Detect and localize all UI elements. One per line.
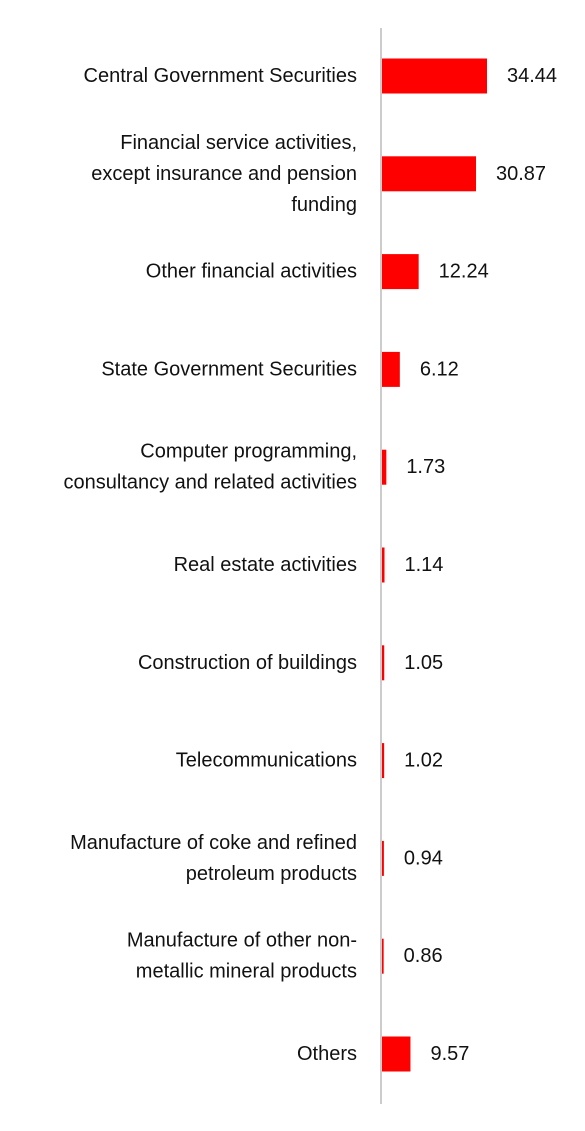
bar (381, 743, 385, 779)
category-label: Financial service activities, except insu… (91, 132, 357, 216)
category-label-line: Manufacture of coke and refined (70, 832, 357, 854)
category-label-line: Other financial activities (146, 261, 357, 283)
category-label-line: funding (291, 194, 357, 216)
bar (381, 58, 487, 94)
category-label-line: petroleum products (186, 863, 357, 885)
category-label: Real estate activities (174, 554, 357, 576)
category-label-line: Construction of buildings (138, 652, 357, 674)
category-label-line: Manufacture of other non- (127, 930, 357, 952)
data-label: 1.14 (405, 554, 444, 576)
category-label-line: State Government Securities (101, 358, 357, 380)
data-label: 0.86 (404, 945, 443, 967)
category-label-line: Central Government Securities (84, 65, 357, 87)
bar (381, 254, 419, 290)
category-labels: Central Government Securities Financial s… (64, 65, 358, 1065)
data-label: 6.12 (420, 358, 459, 380)
category-label-line: except insurance and pension (91, 163, 357, 185)
data-label: 34.44 (507, 65, 557, 87)
category-label: Manufacture of other non-metallic minera… (127, 930, 357, 983)
bar (381, 156, 477, 192)
data-label: 12.24 (439, 261, 489, 283)
bar (381, 547, 385, 583)
data-label: 1.05 (404, 652, 443, 674)
category-label-line: Financial service activities, (120, 132, 357, 154)
category-label-line: Others (297, 1043, 357, 1065)
category-label-line: Real estate activities (174, 554, 357, 576)
value-labels: 34.44 30.87 12.24 6.12 1.73 1.14 1.05 1.02 0.94 0… (404, 65, 557, 1065)
data-label: 30.87 (496, 163, 546, 185)
category-label: Other financial activities (146, 261, 357, 283)
bar (381, 840, 384, 876)
category-label-line: consultancy and related activities (64, 472, 358, 494)
bar (381, 351, 400, 387)
bar (381, 1036, 411, 1072)
data-label: 1.73 (406, 456, 445, 478)
bar (381, 938, 384, 974)
category-label: State Government Securities (101, 358, 357, 380)
category-label: Construction of buildings (138, 652, 357, 674)
data-label: 1.02 (404, 750, 443, 772)
bar (381, 449, 387, 485)
data-label: 0.94 (404, 847, 443, 869)
category-label: Manufacture of coke and refined petroleum… (70, 832, 357, 885)
data-label: 9.57 (430, 1043, 469, 1065)
category-label: Central Government Securities (84, 65, 357, 87)
category-label-line: metallic mineral products (136, 961, 357, 983)
category-label: Computer programming, consultancy and rel… (64, 441, 358, 494)
bar (381, 645, 385, 681)
category-label: Others (297, 1043, 357, 1065)
category-label: Telecommunications (176, 750, 357, 772)
bars (381, 58, 487, 1072)
category-label-line: Telecommunications (176, 750, 357, 772)
category-label-line: Computer programming, (140, 441, 357, 463)
